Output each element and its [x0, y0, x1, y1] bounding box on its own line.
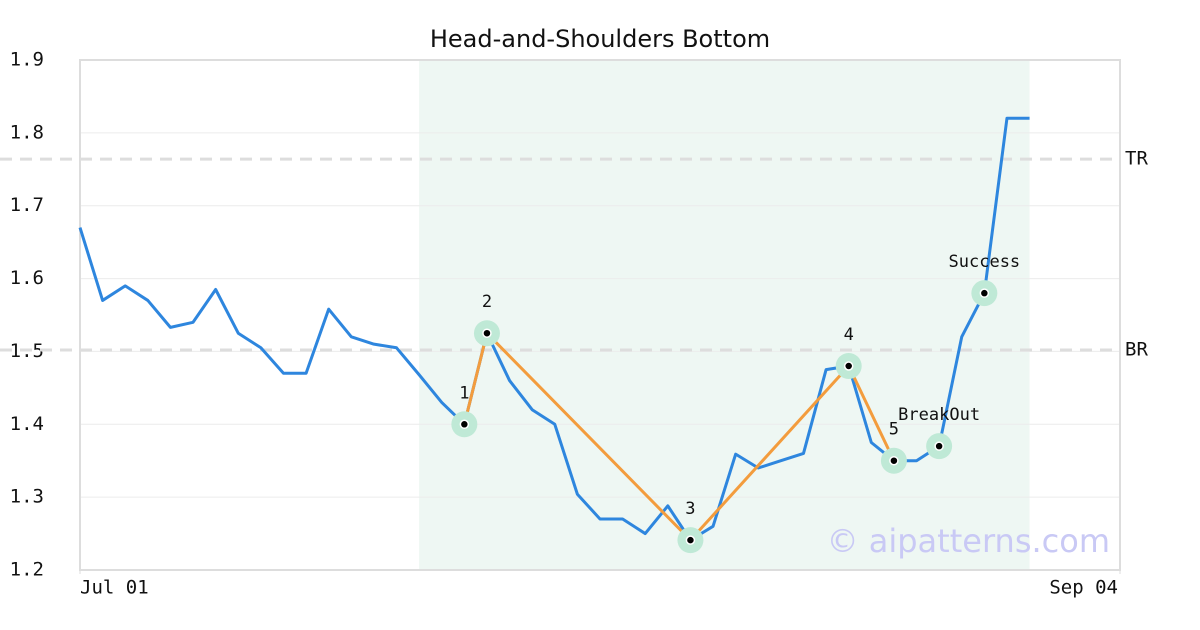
price-line — [78, 116, 1030, 542]
plot-frame — [79, 59, 1121, 571]
level-label: TR — [1125, 148, 1148, 170]
y-tick-label: 1.7 — [10, 194, 44, 216]
pattern-point — [685, 535, 696, 545]
watermark: © aipatterns.com — [827, 522, 1110, 560]
pattern-point — [843, 361, 854, 371]
y-tick-label: 1.4 — [10, 413, 44, 435]
pattern-point-label: 4 — [844, 325, 854, 345]
signal-point — [934, 441, 944, 451]
signal-point-label: Success — [949, 252, 1021, 272]
y-tick-label: 1.8 — [10, 121, 44, 143]
signal-point — [979, 288, 990, 298]
pattern-point-label: 5 — [889, 420, 899, 440]
pattern-point-label: 1 — [459, 383, 469, 403]
x-tick-label: Jul 01 — [80, 577, 149, 599]
x-tick-label: Sep 04 — [1049, 577, 1118, 599]
pattern-point — [459, 419, 470, 430]
pattern-point-label: 3 — [685, 499, 695, 519]
pattern-point — [889, 455, 899, 466]
pattern-point-label: 2 — [482, 292, 492, 312]
level-label: BR — [1125, 338, 1148, 360]
chart-title: Head-and-Shoulders Bottom — [430, 25, 770, 53]
y-tick-label: 1.9 — [10, 49, 44, 71]
y-tick-label: 1.3 — [10, 486, 44, 508]
signal-point-label: BreakOut — [898, 405, 980, 425]
y-tick-label: 1.2 — [10, 559, 44, 581]
pattern-point — [482, 328, 492, 338]
y-tick-label: 1.6 — [10, 267, 44, 289]
pattern-range — [419, 60, 1030, 570]
